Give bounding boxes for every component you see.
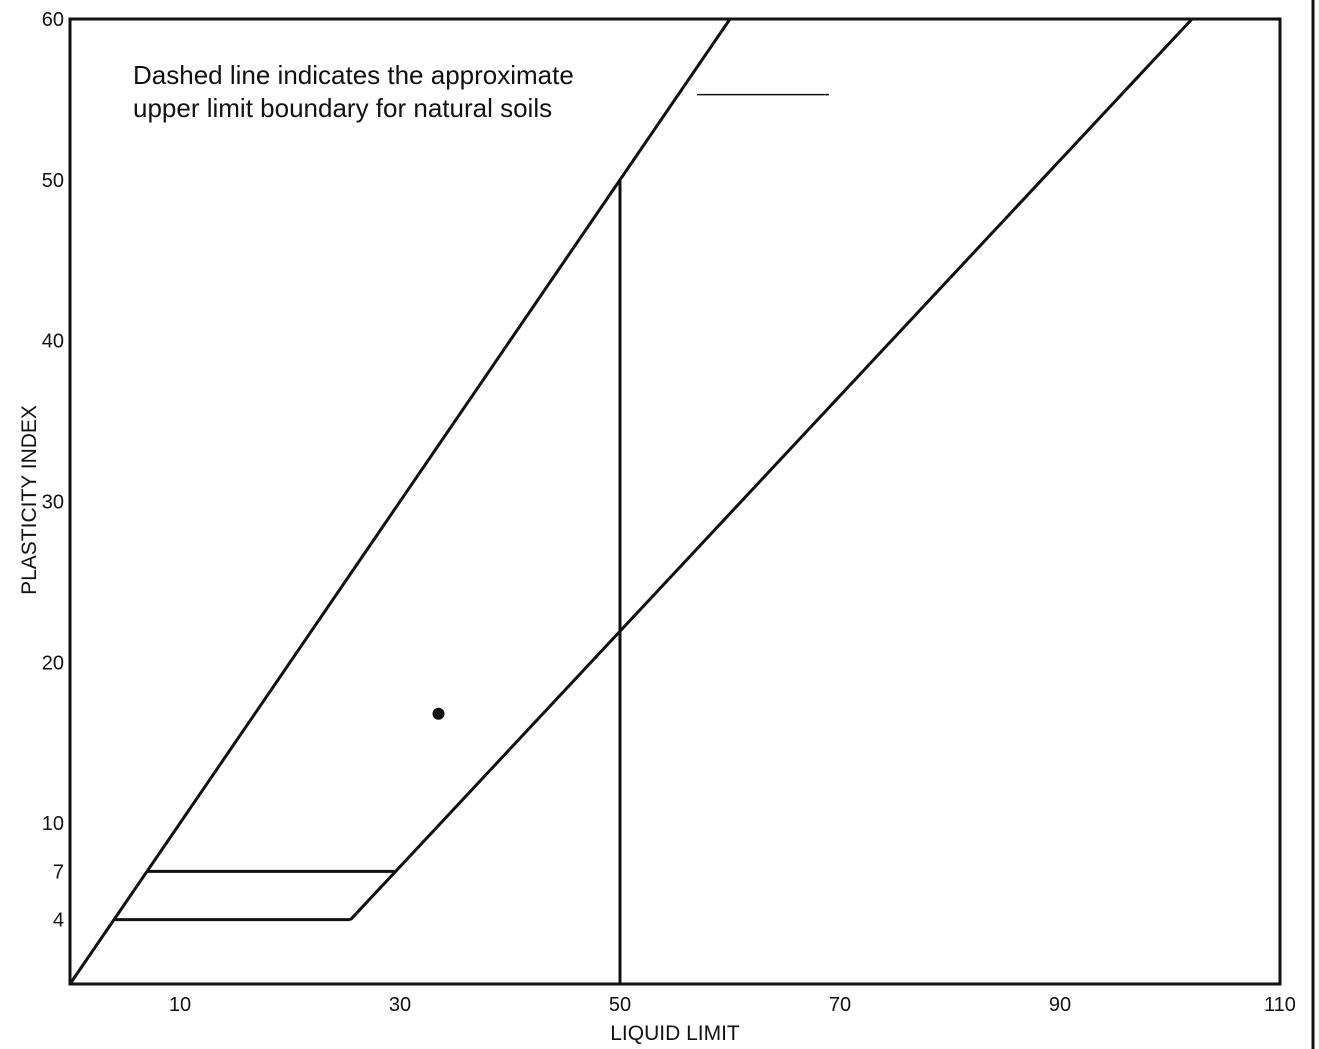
boundary-lines — [68, 17, 1194, 985]
y-tick-label-7: 7 — [53, 861, 64, 883]
x-tick-label-10: 10 — [169, 994, 191, 1016]
y-tick-label-60: 60 — [42, 9, 64, 31]
y-tick-label-20: 20 — [42, 652, 64, 674]
x-tick-label-70: 70 — [829, 994, 851, 1016]
y-axis-label: PLASTICITY INDEX — [18, 405, 41, 595]
x-axis-label: LIQUID LIMIT — [610, 1022, 740, 1045]
annotation-line-2: upper limit boundary for natural soils — [133, 93, 552, 123]
plot-frame — [68, 17, 1282, 986]
x-tick-labels: 10 30 50 70 90 110 — [169, 994, 1296, 1016]
y-tick-label-4: 4 — [53, 910, 64, 932]
y-tick-label-30: 30 — [42, 492, 64, 514]
data-point-1 — [432, 707, 445, 720]
boundary-line-2 — [349, 17, 1194, 921]
data-points — [432, 707, 445, 720]
y-tick-labels: 4 7 10 20 30 40 50 60 — [42, 9, 64, 932]
x-tick-label-110: 110 — [1264, 994, 1296, 1016]
x-tick-label-90: 90 — [1049, 994, 1071, 1016]
boundary-line-1 — [68, 18, 732, 985]
x-tick-label-30: 30 — [389, 994, 411, 1016]
y-tick-label-10: 10 — [42, 813, 64, 835]
y-tick-label-40: 40 — [42, 331, 64, 353]
y-tick-label-50: 50 — [42, 170, 64, 192]
annotation-line-1: Dashed line indicates the approximate — [133, 60, 574, 90]
x-tick-label-50: 50 — [609, 994, 631, 1016]
